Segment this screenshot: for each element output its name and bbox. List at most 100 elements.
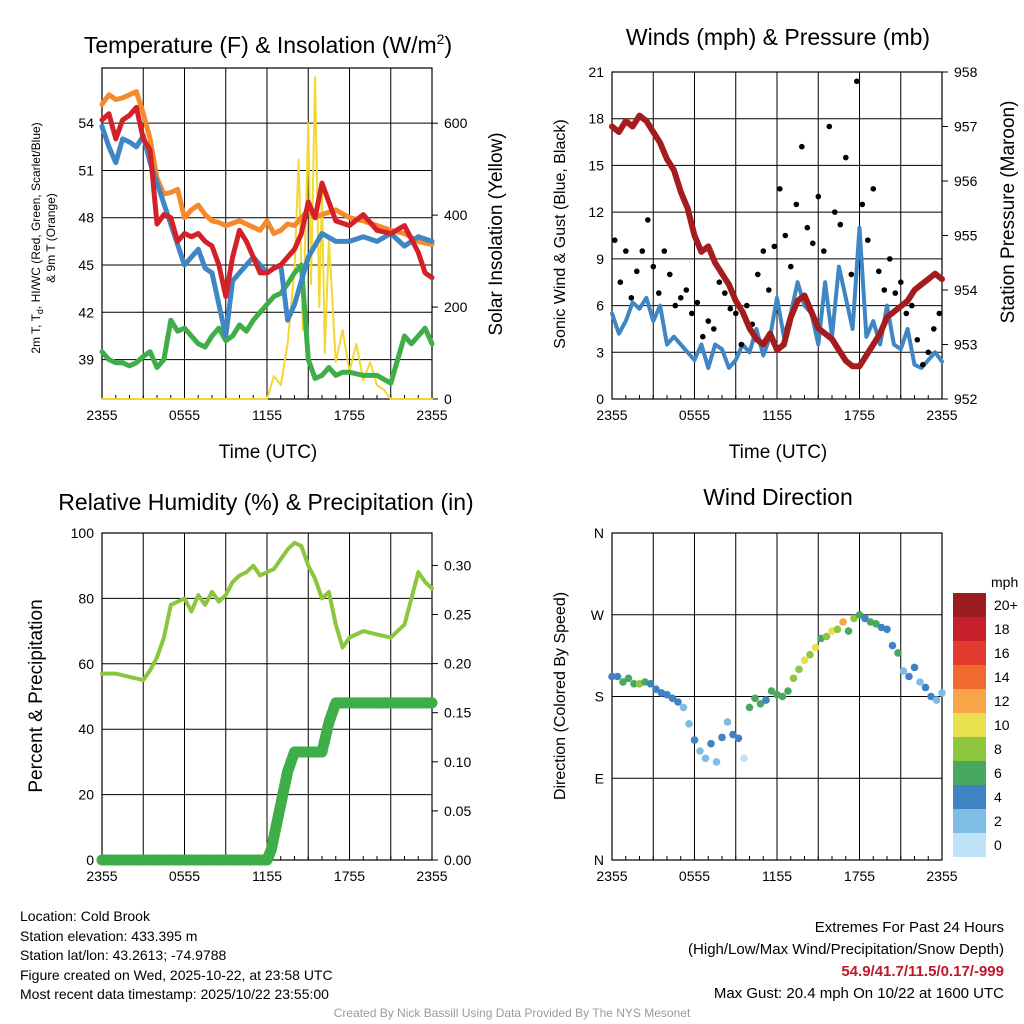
wind-direction-point [910, 663, 919, 672]
wind-direction-point [822, 632, 831, 641]
wind-gust-point [672, 302, 679, 309]
humidity-ytick-label: 0 [86, 852, 94, 868]
humidity-ytick-label: 20 [78, 787, 94, 803]
wind-direction-point [888, 641, 897, 650]
legend-label: 2 [994, 813, 1002, 829]
winds-y2tick-label: 957 [954, 119, 978, 135]
temperature-ytick-label: 42 [78, 304, 94, 320]
wind-direction-point [696, 747, 704, 755]
legend-label: 6 [994, 765, 1002, 781]
legend-swatch [953, 617, 986, 641]
legend-label: 0 [994, 837, 1002, 853]
wind-direction-point [932, 696, 941, 704]
wind-gust-point [854, 78, 860, 85]
wind-gust-point [716, 279, 723, 286]
temperature-ytick-label: 51 [78, 162, 94, 178]
wind-direction-point [712, 758, 721, 766]
most-recent-timestamp: Most recent data timestamp: 2025/10/22 2… [20, 986, 329, 1002]
winds-xtick-label: 0555 [679, 407, 710, 423]
wind-gust-point [639, 248, 646, 254]
wind-gust-point [645, 217, 651, 223]
wind-direction-point [806, 650, 814, 659]
humidity-y2tick-label: 0.05 [444, 803, 471, 819]
wind-direction-ytick-label: N [594, 852, 604, 868]
sonic-wind-line [610, 225, 944, 370]
temperature-ytick-label: 45 [78, 257, 94, 273]
winds-ytick-label: 3 [596, 344, 604, 360]
legend-swatch [953, 785, 986, 809]
wind-gust-point [821, 248, 827, 254]
wind-gust-point [667, 271, 673, 278]
wind-direction-point [800, 656, 809, 664]
wind-gust-point [650, 263, 657, 270]
wind-gust-point [887, 256, 893, 262]
temperature-panel-title: Temperature (F) & Insolation (W/m2) [84, 31, 452, 58]
humidity-ytick-label: 40 [78, 721, 94, 737]
humidity-y2tick-label: 0.25 [444, 607, 471, 623]
wind-gust-point [931, 326, 937, 332]
temperature-ytick-label: 39 [78, 352, 94, 368]
wind-direction-ytick-label: E [595, 770, 604, 786]
temperature-ylabel-left-line2: & 9m T (Orange) [44, 193, 58, 283]
legend-swatch [953, 665, 986, 689]
humidity-xtick-label: 2355 [86, 868, 117, 884]
winds-frame [611, 71, 943, 400]
wind-direction-point [646, 680, 655, 688]
extremes-values: 54.9/41.7/11.5/0.17/-999 [841, 963, 1004, 980]
wind-gust-point [722, 290, 728, 296]
wind-gust-point [771, 243, 778, 250]
legend-swatch [953, 593, 986, 617]
humidity-y2tick-label: 0.15 [444, 705, 471, 721]
wind-direction-point [679, 703, 688, 712]
wind-gust-point [656, 290, 662, 296]
legend-label: 8 [994, 741, 1002, 757]
humidity-xtick-label: 1155 [252, 868, 282, 884]
wind-gust-point [788, 263, 794, 270]
wind-direction-point [734, 734, 743, 743]
winds-xtick-label: 1755 [844, 407, 875, 423]
relative-humidity-line [100, 540, 434, 683]
humidity-xtick-label: 2355 [416, 868, 447, 884]
wind-direction-point [756, 700, 765, 708]
wind-gust-point [936, 310, 943, 317]
winds-ytick-label: 9 [596, 251, 604, 267]
wind-direction-point [690, 736, 699, 744]
winds-ytick-label: 6 [596, 298, 604, 314]
wind-gust-point [617, 279, 624, 286]
temperature-ytick-label: 54 [78, 115, 94, 131]
wind-direction-point [762, 696, 770, 704]
wind-direction-point [663, 690, 671, 699]
wind-direction-point [729, 730, 737, 739]
wind-gust-point [925, 349, 932, 356]
winds-ylabel-left: Sonic Wind & Gust (Blue, Black) [552, 119, 569, 348]
legend-label: 4 [994, 789, 1002, 805]
wind-direction-xtick-label: 2355 [596, 868, 627, 884]
wind-gust-point [826, 123, 833, 130]
wind-direction-point [850, 614, 858, 623]
legend-label: 10 [994, 717, 1010, 733]
extremes-title: Extremes For Past 24 Hours [814, 919, 1004, 936]
humidity-y2tick-label: 0.20 [444, 656, 471, 672]
wind-direction-panel-title: Wind Direction [703, 484, 853, 510]
humidity-ytick-label: 100 [71, 525, 95, 541]
temperature-y2tick-label: 200 [444, 299, 468, 315]
temperature-y2tick-label: 400 [444, 207, 468, 223]
winds-y2tick-label: 952 [954, 391, 978, 407]
station-elevation: Station elevation: 433.395 m [20, 927, 198, 944]
temp-2m-line [99, 104, 435, 299]
winds-y2tick-label: 953 [954, 337, 978, 353]
wind-direction-point [668, 694, 677, 703]
wind-gust-point [810, 240, 816, 247]
wind-gust-point [881, 287, 888, 293]
wind-gust-point [815, 193, 822, 200]
winds-ylabel-right: Station Pressure (Maroon) [998, 101, 1019, 324]
winds-xtick-label: 2355 [926, 407, 957, 423]
wind-direction-point [894, 649, 902, 657]
legend-swatch [953, 713, 986, 737]
wind-direction-xtick-label: 1155 [762, 868, 792, 884]
wind-direction-ytick-label: N [594, 525, 604, 541]
humidity-panel: 0 20 40 60 80 100 0.00 0.05 0.10 0.15 0.20 0.25 0.30… [71, 525, 472, 884]
wind-direction-point [652, 685, 660, 693]
wind-direction-point [839, 618, 847, 626]
